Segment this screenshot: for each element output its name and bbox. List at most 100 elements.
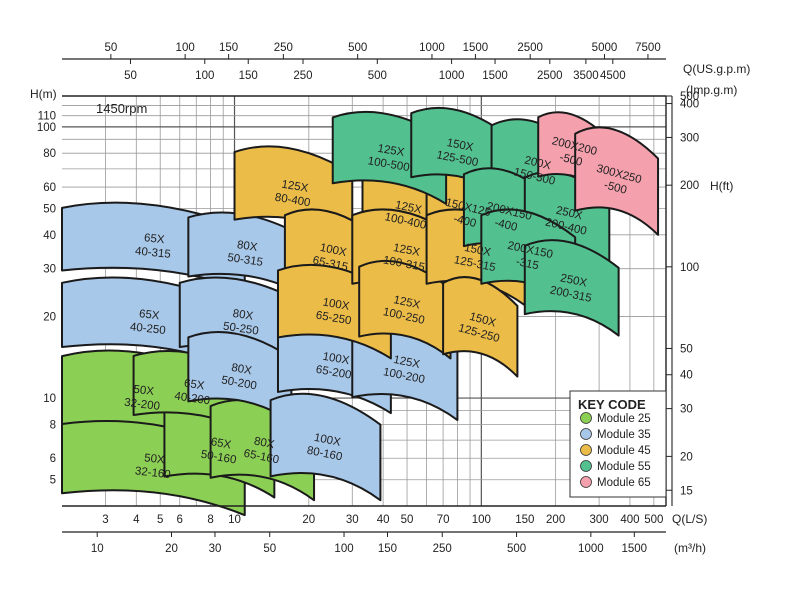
legend-label-module-65: Module 65 — [597, 477, 651, 489]
tick-label-q-ls: 40 — [377, 514, 390, 526]
zone-100x65-250-label: 100X65-250 — [315, 296, 355, 328]
tick-label-h-ft: 15 — [680, 485, 693, 497]
tick-label-q-ls: 3 — [102, 514, 108, 526]
tick-label-imp-gpm: 2500 — [537, 70, 563, 82]
tick-label-h-m: 20 — [43, 311, 56, 323]
legend-label-module-35: Module 35 — [597, 429, 651, 441]
tick-label-q-ls: 70 — [437, 514, 450, 526]
tick-label-q-ls: 6 — [177, 514, 183, 526]
legend: KEY CODE Module 25 Module 35 Module 45 Modu… — [569, 390, 667, 498]
legend-title: KEY CODE — [578, 397, 646, 412]
tick-label-q-ls: 8 — [207, 514, 213, 526]
legend-label-module-55: Module 55 — [597, 461, 651, 473]
legend-label-module-25: Module 25 — [597, 413, 651, 425]
zone-50x32-200-label: 50X32-200 — [124, 383, 163, 413]
axis-unit-us-gpm: Q(US.g.p.m) — [683, 62, 750, 76]
tick-label-imp-gpm: 4500 — [600, 70, 626, 82]
tick-label-h-m: 110 — [38, 111, 56, 123]
tick-label-h-m: 50 — [43, 204, 56, 216]
tick-label-imp-gpm: 1500 — [482, 70, 508, 82]
zone-250x200-315 — [523, 239, 620, 337]
zone-300x250-500 — [574, 126, 660, 236]
tick-label-us-gpm: 100 — [176, 42, 195, 54]
tick-label-m3h: 150 — [378, 543, 397, 555]
tick-label-h-m: 40 — [43, 230, 56, 242]
tick-label-m3h: 250 — [433, 543, 452, 555]
zone-100x65-200-label: 100X65-200 — [315, 350, 355, 382]
axis-unit-q-ls: Q(L/S) — [672, 512, 707, 526]
tick-label-us-gpm: 7500 — [635, 42, 661, 54]
tick-label-h-ft: 20 — [680, 451, 693, 463]
tick-label-h-m: 6 — [50, 453, 56, 465]
tick-label-q-ls: 50 — [401, 514, 414, 526]
axes: 50 100 150 250 500 1000 1500 2500 5000 7500 50 100 1… — [30, 42, 750, 555]
tick-label-imp-gpm: 250 — [293, 70, 312, 82]
tick-label-q-ls: 300 — [590, 514, 609, 526]
tick-label-h-m: 5 — [50, 475, 56, 487]
legend-swatch-module-25 — [580, 412, 592, 424]
tick-label-m3h: 100 — [334, 543, 353, 555]
tick-label-us-gpm: 1000 — [419, 42, 445, 54]
tick-label-imp-gpm: 50 — [124, 70, 137, 82]
tick-label-q-ls: 4 — [133, 514, 140, 526]
tick-label-imp-gpm: 3500 — [573, 70, 599, 82]
axis-unit-h-ft: H(ft) — [710, 179, 733, 193]
tick-label-q-ls: 20 — [302, 514, 315, 526]
tick-label-h-ft: 40 — [680, 370, 693, 382]
tick-label-h-ft: 400 — [680, 99, 699, 111]
zone-80x50-315-label: 80X50-315 — [227, 238, 266, 269]
tick-label-h-ft: 100 — [680, 262, 699, 274]
axis-unit-imp-gpm: (Imp.g.m) — [686, 83, 737, 97]
tick-label-h-ft: 200 — [680, 180, 699, 192]
tick-label-q-ls: 10 — [228, 514, 241, 526]
tick-label-m3h: 500 — [507, 543, 526, 555]
tick-label-q-ls: 400 — [620, 514, 639, 526]
pump-zones — [61, 106, 660, 517]
zone-125x80-400-label: 125X80-400 — [274, 178, 314, 210]
zone-125x100-250 — [358, 259, 452, 360]
zone-65x40-200-label: 65X40-200 — [174, 377, 213, 408]
tick-label-h-ft: 300 — [680, 132, 699, 144]
tick-label-h-ft: 500 — [680, 91, 699, 103]
legend-swatch-module-65 — [580, 476, 592, 488]
tick-label-imp-gpm: 150 — [239, 70, 258, 82]
legend-swatch-module-35 — [580, 428, 592, 440]
tick-label-us-gpm: 5000 — [592, 42, 618, 54]
tick-label-m3h: 1000 — [578, 543, 604, 555]
legend-swatch-module-55 — [580, 460, 592, 472]
tick-label-m3h: 50 — [263, 543, 276, 555]
axis-unit-m3h: (m³/h) — [674, 541, 706, 555]
legend-label-module-45: Module 45 — [597, 445, 651, 457]
tick-label-m3h: 10 — [91, 543, 104, 555]
tick-label-h-m: 8 — [50, 419, 56, 431]
tick-label-q-ls: 150 — [515, 514, 534, 526]
zone-150x125-500-label: 150X125-500 — [435, 136, 481, 170]
tick-label-us-gpm: 250 — [274, 42, 293, 54]
zone-50x32-160-label: 50X32-160 — [134, 451, 172, 481]
zone-150x125-250 — [442, 276, 519, 378]
tick-label-q-ls: 100 — [472, 514, 491, 526]
tick-label-m3h: 1500 — [622, 543, 648, 555]
tick-label-m3h: 20 — [165, 543, 178, 555]
tick-label-imp-gpm: 500 — [368, 70, 387, 82]
axis-unit-h-m: H(m) — [30, 87, 57, 101]
zone-80x50-250-label: 80X50-250 — [222, 307, 261, 338]
tick-label-us-gpm: 150 — [219, 42, 238, 54]
tick-label-q-ls: 5 — [157, 514, 163, 526]
tick-label-h-m: 30 — [43, 264, 56, 276]
speed-label: 1450rpm — [96, 101, 147, 116]
tick-label-h-m: 80 — [43, 148, 56, 160]
tick-label-q-ls: 30 — [346, 514, 359, 526]
tick-label-us-gpm: 500 — [348, 42, 367, 54]
tick-label-imp-gpm: 100 — [195, 70, 214, 82]
tick-label-us-gpm: 2500 — [517, 42, 543, 54]
tick-label-q-ls: 500 — [644, 514, 663, 526]
zone-65x40-250-label: 65X40-250 — [129, 307, 167, 337]
tick-label-h-m: 60 — [43, 182, 56, 194]
tick-label-q-ls: 200 — [546, 514, 565, 526]
tick-label-m3h: 30 — [209, 543, 222, 555]
tick-label-us-gpm: 50 — [104, 42, 117, 54]
tick-label-h-ft: 50 — [680, 343, 693, 355]
tick-label-us-gpm: 1500 — [463, 42, 489, 54]
